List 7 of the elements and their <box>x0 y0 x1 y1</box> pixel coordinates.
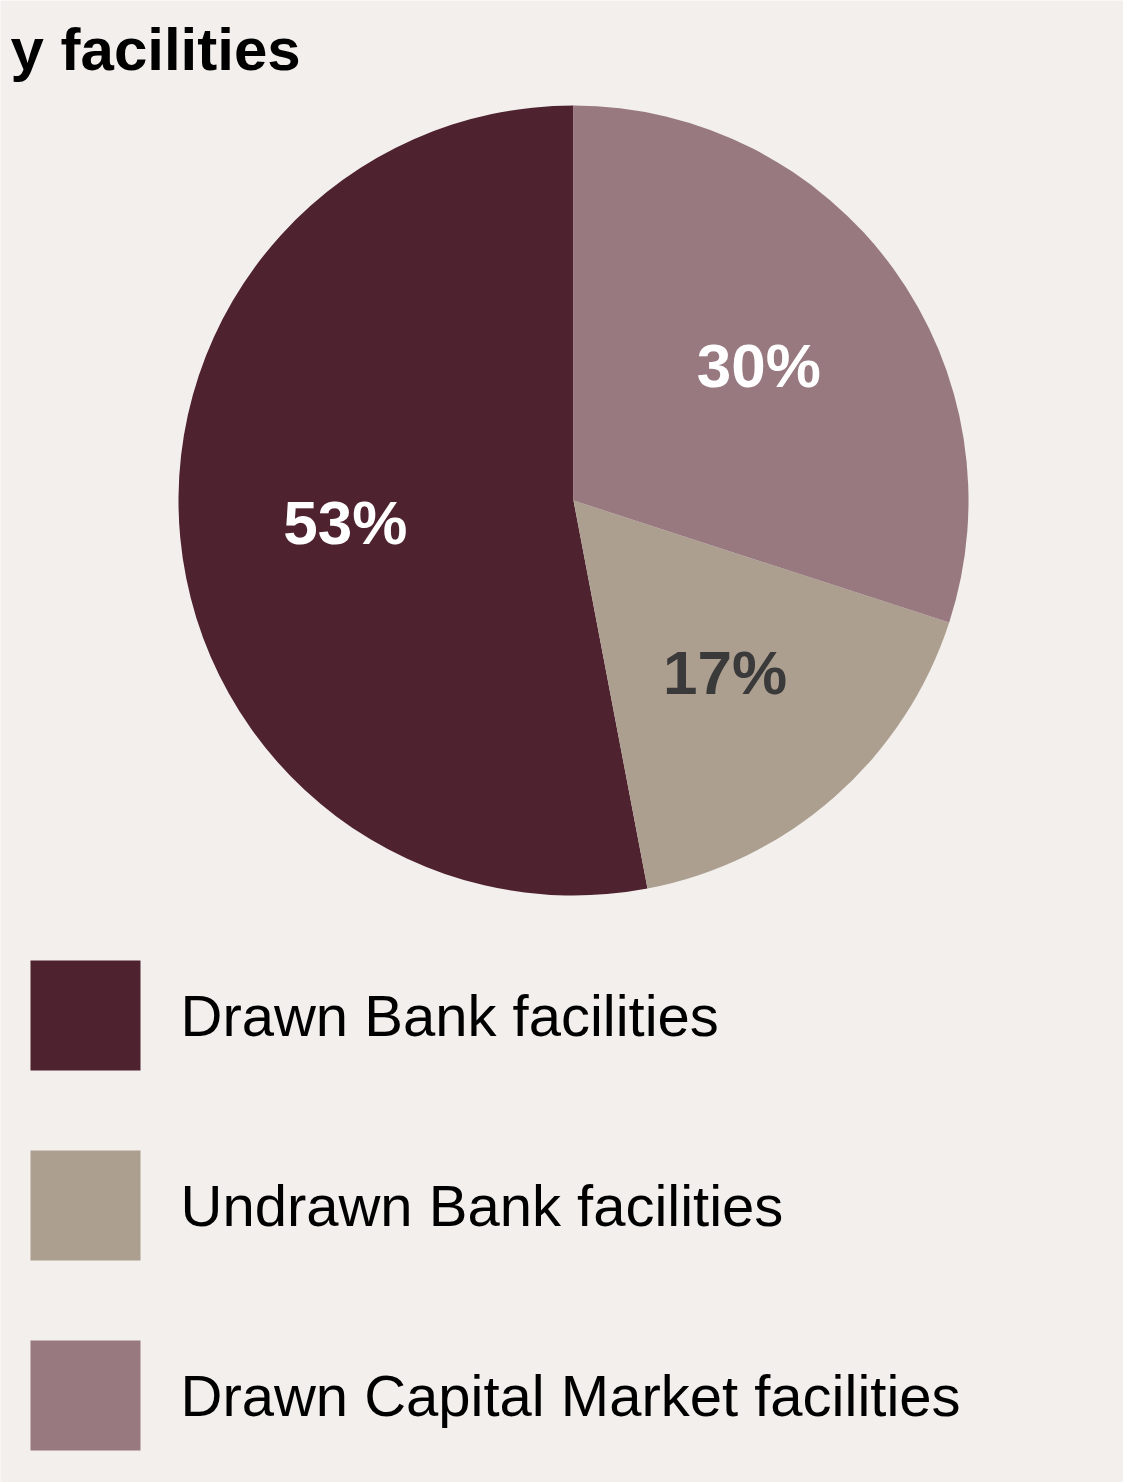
chart-title: y facilities <box>10 15 301 83</box>
data-label: 17% <box>662 637 788 707</box>
data-label: 53% <box>283 487 408 557</box>
legend-label: Drawn Bank facilities <box>180 983 719 1048</box>
data-label: 30% <box>696 331 821 401</box>
legend-label: Drawn Capital Market facilities <box>180 1363 961 1428</box>
legend-label: Undrawn Bank facilities <box>180 1173 784 1238</box>
